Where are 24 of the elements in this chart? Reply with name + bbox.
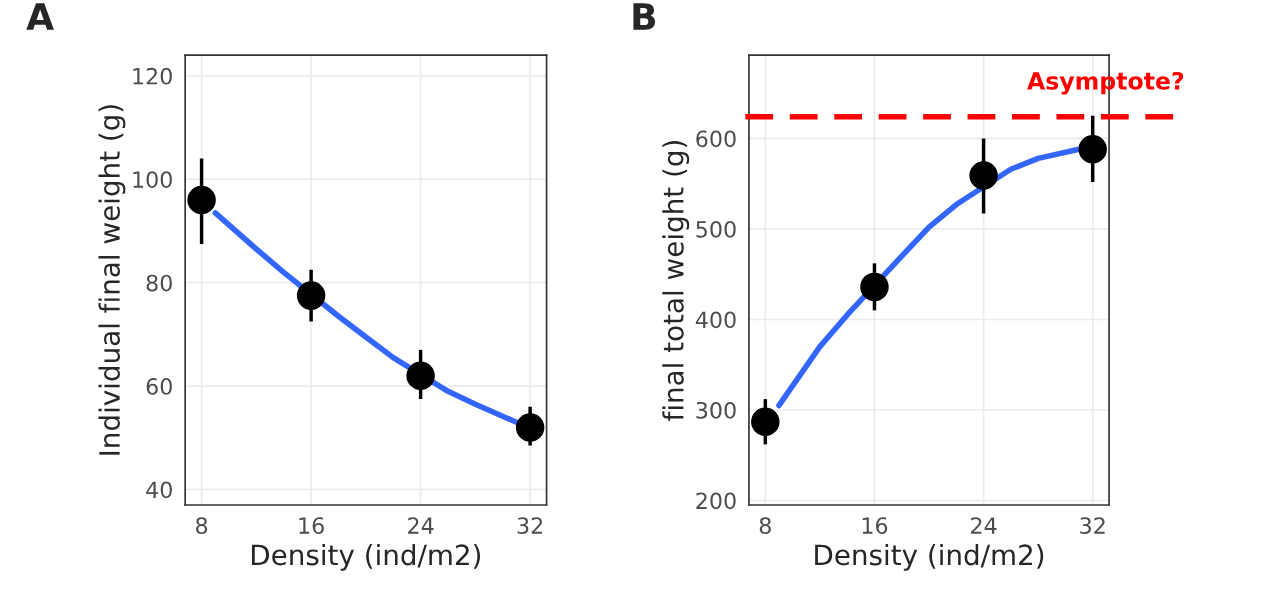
y-tick-label: 40 — [146, 481, 172, 499]
chart-title: B — [633, 3, 656, 30]
x-tick-label: 24 — [408, 517, 434, 534]
y-tick-label: 60 — [146, 378, 172, 395]
x-tick-label: 8 — [759, 517, 771, 535]
y-tick-label: 600 — [696, 130, 736, 148]
y-tick-label: 400 — [695, 311, 736, 329]
y-tick-label: 100 — [133, 171, 172, 189]
y-axis-title: final total weight (g) — [662, 141, 690, 421]
x-axis-title: Density (ind/m2) — [815, 543, 1044, 571]
chart-title: A — [26, 3, 54, 30]
y-tick-label: 300 — [696, 401, 736, 419]
x-tick-label: 16 — [299, 517, 324, 535]
y-tick-label: 120 — [133, 67, 172, 85]
x-tick-label: 8 — [196, 517, 208, 535]
x-tick-label: 16 — [862, 517, 888, 535]
x-axis-title: Density (ind/m2) — [252, 543, 481, 571]
x-tick-label: 24 — [971, 517, 997, 534]
y-axis-title: Individual final weight (g) — [98, 105, 126, 455]
y-tick-label: 200 — [696, 492, 736, 510]
x-tick-label: 32 — [517, 517, 543, 535]
y-tick-label: 500 — [696, 220, 736, 238]
y-tick-label: 80 — [146, 274, 172, 292]
x-tick-label: 32 — [1080, 517, 1105, 535]
